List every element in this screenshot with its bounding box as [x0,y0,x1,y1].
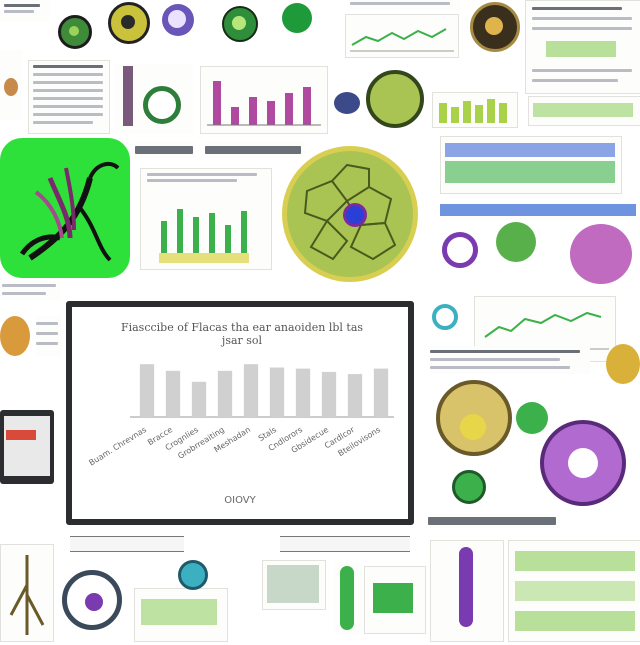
organ-icon [570,224,632,284]
cell-nucleus-icon [108,2,150,44]
green-leaf-icon [496,222,536,262]
bar [295,368,311,417]
bottom-diagram-panel [364,566,426,634]
data-table-panel [28,60,110,134]
left-specimen-panel [0,50,22,120]
tablet-icon [0,410,54,484]
bar [191,381,207,417]
magenta-bar-chart-icon [207,81,321,126]
bottom-caption-strip-left [70,536,184,552]
bar-chart: Buam. ChrevnasBracceCrognliesGrobrreaiti… [87,364,394,506]
plant-cell-icon [58,15,92,49]
small-ring-icon [432,304,458,330]
magenta-bar-chart-panel [200,66,328,134]
green-cell-icon [222,6,258,42]
green-disc-icon [452,470,486,504]
left-legend-panel [36,316,62,356]
bar [139,364,155,417]
bar [217,370,233,417]
bottom-photo-panel [262,560,326,610]
chromosome-icon [334,92,360,114]
left-text-block [0,280,60,300]
mid-bar-chart-icon [161,209,247,255]
monitor-screen: Fiasccibe of Flacas tha ear anaoiden lbl… [72,307,408,519]
caption-strip-mid [205,142,305,158]
bottom-data-panel [134,588,228,642]
green-bar-chart-panel [432,92,518,128]
right-caption-strip [428,514,560,528]
bottom-left-specimen [0,544,54,642]
bottom-leaf-panel [334,562,362,634]
top-text-panel [350,0,460,10]
bar [243,364,259,417]
bar [373,368,389,417]
right-edge-cell-icon [606,344,640,384]
bottom-right-table [508,540,640,642]
nucleus-icon [343,203,367,227]
right-text-block [430,346,590,374]
top-left-panel [0,0,50,22]
bottom-blue-cell-icon [178,560,208,590]
monitor: Fiasccibe of Flacas tha ear anaoiden lbl… [66,301,414,525]
purple-ring-icon [442,232,478,268]
leaf-panel [0,138,130,278]
bar [347,374,363,417]
top-line-chart-icon [350,28,454,52]
bar [321,371,337,417]
large-plant-cell-icon [282,146,418,282]
purple-organelle-icon [540,420,626,506]
ring-cell-icon [143,86,181,124]
bar [269,367,285,417]
chart-title: Fiasccibe of Flacas tha ear anaoiden lbl… [120,321,364,347]
dark-cell-icon [470,2,520,52]
chloroplast-icon [516,402,548,434]
caption-strip-left [135,142,195,158]
bottom-stem-panel [430,540,504,642]
microscope-icon [123,66,133,126]
bottom-caption-strip-right [280,536,410,552]
small-plant-cell-icon [366,70,424,128]
yellow-cell-icon [436,380,512,456]
top-right-table [525,0,640,94]
purple-cell-icon [162,4,194,36]
tick-label: Buam. Chrevnas [87,425,148,468]
bar [165,370,181,417]
x-axis-label: OIOVY [224,495,256,506]
orange-cell-icon [0,316,30,356]
microscope-panel [115,64,193,134]
mid-bar-chart-panel [140,168,272,270]
top-line-chart-panel [345,14,459,58]
blue-strip-panel [440,200,640,220]
stem-icon [459,547,473,627]
chromosome-strip-panel [440,136,622,194]
right-green-table [528,96,640,126]
green-bar-chart-icon [439,99,507,123]
leaf-icon [282,3,312,33]
bottom-ring-icon [62,570,122,630]
root-system-icon [19,161,120,262]
